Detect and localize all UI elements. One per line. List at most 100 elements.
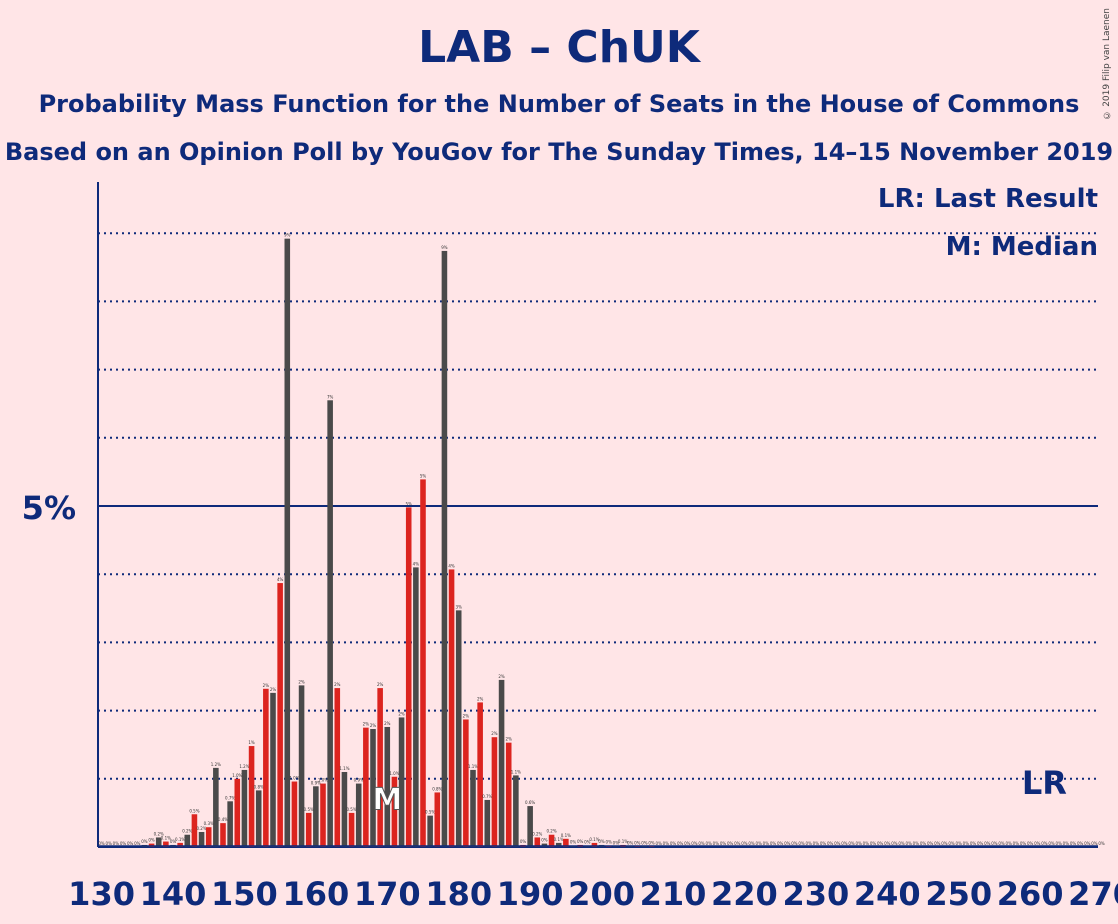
- bar-value-label: 0.2%: [546, 829, 556, 834]
- bar-value-label: 1.1%: [511, 769, 521, 774]
- bar-value-label: 1.1%: [468, 764, 478, 769]
- bar-value-label: 2%: [298, 679, 305, 684]
- x-tick-label: 140: [140, 875, 207, 913]
- chart-title: LAB – ChUK: [418, 22, 700, 73]
- bar-value-label: 0%: [827, 841, 834, 846]
- bar-value-label: 0%: [956, 841, 963, 846]
- bar-value-label: 0%: [141, 839, 148, 844]
- bar: [163, 841, 169, 847]
- bar-value-label: 0%: [998, 841, 1005, 846]
- x-tick-label: 270: [1068, 875, 1118, 913]
- last-result-marker: LR: [1022, 764, 1067, 802]
- bar-value-label: 0.5%: [425, 810, 435, 815]
- bar: [470, 769, 476, 847]
- bar: [205, 827, 212, 847]
- bar-value-label: 0%: [1013, 841, 1020, 846]
- bar-value-label: 0%: [991, 841, 998, 846]
- bar: [184, 834, 191, 847]
- bar-value-label: 1.0%: [318, 778, 328, 783]
- bar-value-label: 0%: [541, 838, 548, 843]
- bar-value-label: 0%: [606, 840, 613, 845]
- bar-value-label: 0%: [963, 841, 970, 846]
- bar-value-label: 0.1%: [618, 839, 628, 844]
- bar: [291, 781, 298, 847]
- bar: [441, 250, 448, 847]
- bar-value-label: 0%: [884, 841, 891, 846]
- bar-value-label: 0%: [641, 840, 648, 845]
- x-tick-label: 220: [711, 875, 778, 913]
- bar: [377, 688, 383, 847]
- bar-value-label: 0%: [748, 841, 755, 846]
- bar-value-label: 2%: [477, 696, 484, 701]
- bar: [548, 834, 555, 847]
- bar-value-label: 0%: [134, 841, 141, 846]
- bar: [527, 806, 533, 847]
- bar-value-label: 0%: [1006, 841, 1013, 846]
- bar-value-label: 1%: [248, 740, 255, 745]
- bar-value-label: 0%: [656, 841, 663, 846]
- bar-value-label: 0.1%: [589, 837, 599, 842]
- bar-value-label: 0%: [806, 841, 813, 846]
- bar-value-label: 0.3%: [204, 821, 214, 826]
- bar-value-label: 0%: [791, 841, 798, 846]
- bar-value-label: 0%: [948, 841, 955, 846]
- bar-value-label: 2%: [491, 731, 498, 736]
- bar: [155, 837, 162, 847]
- bar-value-label: 0%: [877, 841, 884, 846]
- bar-value-label: 2%: [263, 683, 270, 688]
- x-tick-label: 260: [997, 875, 1064, 913]
- bar-value-label: 0%: [1084, 841, 1091, 846]
- bar-value-label: 0%: [913, 841, 920, 846]
- bar: [591, 842, 598, 847]
- bar: [563, 838, 569, 847]
- bar-value-label: 0%: [691, 841, 698, 846]
- bar-value-label: 0%: [634, 840, 641, 845]
- bar-value-label: 0%: [720, 841, 727, 846]
- bar: [391, 776, 398, 847]
- bar: [177, 842, 183, 847]
- bar-value-label: 0%: [127, 841, 134, 846]
- legend-last-result: LR: Last Result: [877, 184, 1098, 214]
- bar: [513, 775, 519, 847]
- median-marker: M: [372, 782, 402, 817]
- bar-value-label: 1.2%: [239, 764, 249, 769]
- chart-subtitle-2: Based on an Opinion Poll by YouGov for T…: [4, 138, 1114, 166]
- bar: [484, 799, 491, 847]
- bar-value-label: 0%: [706, 841, 713, 846]
- bar-value-label: 0%: [734, 841, 741, 846]
- bar-value-label: 0%: [598, 839, 605, 844]
- bar-value-label: 0%: [1070, 841, 1077, 846]
- bar-value-label: 0%: [1027, 841, 1034, 846]
- bar: [420, 479, 426, 847]
- bar: [448, 569, 455, 847]
- bar-value-label: 0%: [834, 841, 841, 846]
- bar: [434, 792, 441, 847]
- bar-value-label: 0.7%: [482, 794, 492, 799]
- bar-value-label: 2%: [370, 723, 377, 728]
- bar-value-label: 0%: [1048, 841, 1055, 846]
- bar-value-label: 0%: [941, 841, 948, 846]
- x-tick-label: 200: [568, 875, 635, 913]
- bar-value-label: 0%: [577, 839, 584, 844]
- bar: [413, 567, 419, 847]
- bar-value-label: 0%: [891, 841, 898, 846]
- bar-value-label: 0%: [870, 841, 877, 846]
- bar: [405, 507, 412, 847]
- bar-value-label: 0.2%: [182, 829, 192, 834]
- bar-value-label: 9%: [441, 245, 448, 250]
- bar: [463, 719, 469, 847]
- bar-value-label: 0.7%: [225, 795, 235, 800]
- bar-value-label: 0%: [627, 840, 634, 845]
- bar: [277, 583, 283, 847]
- bar-value-label: 0%: [106, 841, 113, 846]
- bar-value-label: 0%: [613, 840, 620, 845]
- bar-value-label: 0%: [1041, 841, 1048, 846]
- bar-value-label: 9%: [284, 233, 291, 238]
- bar-value-label: 0%: [677, 841, 684, 846]
- x-tick-label: 190: [497, 875, 564, 913]
- bar-value-label: 0%: [663, 841, 670, 846]
- bar-value-label: 4%: [277, 577, 284, 582]
- bar: [255, 790, 262, 847]
- bar-value-label: 0%: [770, 841, 777, 846]
